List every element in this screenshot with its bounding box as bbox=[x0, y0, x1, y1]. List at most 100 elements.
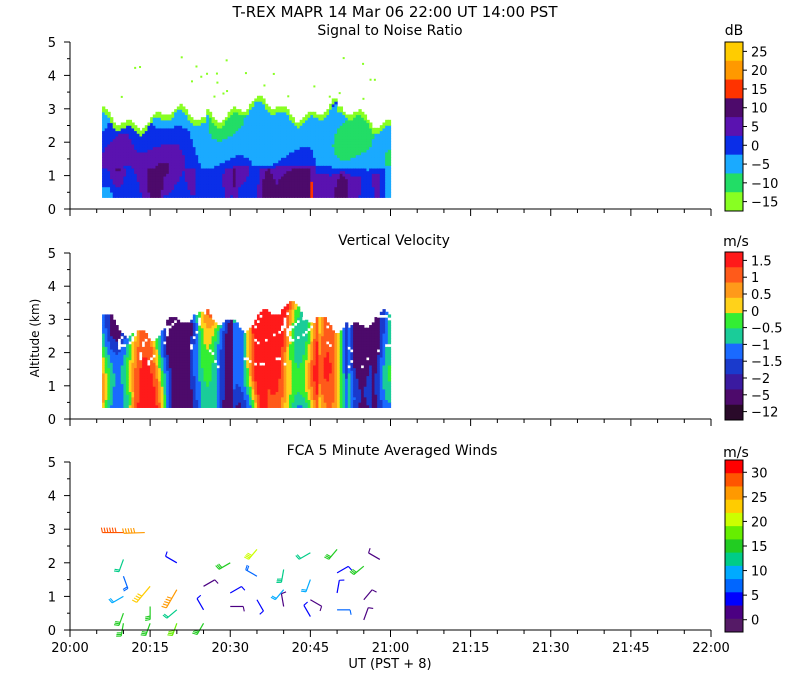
snr-cell bbox=[120, 141, 125, 145]
vv-cell bbox=[227, 327, 231, 331]
snr-cell bbox=[347, 189, 352, 193]
vv-cell bbox=[211, 399, 215, 403]
snr-cell bbox=[208, 162, 213, 166]
snr-cell bbox=[190, 154, 194, 158]
snr-cell bbox=[139, 130, 143, 134]
snr-cell bbox=[147, 170, 151, 174]
vv-cell bbox=[136, 354, 141, 358]
snr-cell bbox=[286, 183, 290, 188]
snr-cell bbox=[321, 167, 325, 172]
snr-cell bbox=[286, 141, 290, 145]
vv-cell bbox=[107, 359, 111, 363]
vv-cell bbox=[136, 402, 141, 406]
vv-cell bbox=[166, 333, 170, 337]
snr-cell bbox=[214, 130, 218, 134]
snr-cell bbox=[334, 109, 338, 113]
snr-cell bbox=[326, 138, 330, 142]
snr-cell bbox=[195, 141, 199, 145]
snr-cell bbox=[200, 122, 205, 126]
vv-cell bbox=[158, 340, 162, 345]
snr-cell bbox=[206, 157, 210, 161]
vv-cell bbox=[195, 394, 199, 398]
vv-cell bbox=[115, 356, 119, 361]
snr-cell bbox=[307, 170, 311, 174]
snr-cell bbox=[366, 127, 370, 132]
snr-cell bbox=[230, 194, 234, 198]
snr-cell bbox=[163, 191, 167, 196]
snr-cell bbox=[331, 119, 336, 124]
snr-cell bbox=[264, 175, 269, 180]
snr-cell bbox=[187, 119, 191, 124]
vv-cell bbox=[222, 335, 226, 339]
snr-cell bbox=[150, 178, 154, 182]
snr-cell bbox=[323, 183, 327, 188]
vv-cell bbox=[118, 402, 122, 406]
snr-cell bbox=[272, 149, 277, 153]
vv-cell bbox=[200, 396, 205, 401]
snr-cell bbox=[134, 170, 138, 174]
snr-cell bbox=[174, 189, 178, 193]
snr-cell bbox=[104, 127, 108, 132]
snr-cell bbox=[358, 149, 362, 153]
snr-cell bbox=[214, 183, 218, 188]
vv-cell bbox=[110, 399, 114, 403]
snr-cell bbox=[155, 122, 159, 126]
snr-cell bbox=[286, 122, 290, 126]
snr-cell bbox=[235, 162, 239, 166]
vv-heatmap bbox=[102, 301, 392, 408]
snr-cell bbox=[152, 154, 157, 158]
snr-colorbar-swatch bbox=[725, 135, 743, 156]
snr-cell bbox=[353, 178, 357, 182]
vv-cell bbox=[208, 378, 213, 382]
snr-cell bbox=[208, 181, 213, 185]
snr-cell bbox=[251, 178, 255, 182]
snr-cell bbox=[366, 194, 370, 198]
vv-cell bbox=[187, 404, 191, 408]
vv-cell bbox=[203, 335, 207, 339]
snr-cell bbox=[230, 119, 234, 124]
snr-cell bbox=[206, 194, 210, 198]
vv-cell bbox=[102, 370, 106, 374]
snr-cell bbox=[321, 125, 325, 129]
snr-cell bbox=[369, 133, 373, 137]
snr-cell bbox=[112, 189, 117, 193]
vv-cell bbox=[182, 333, 186, 337]
vv-cell bbox=[144, 359, 149, 363]
snr-cell bbox=[240, 154, 245, 158]
snr-cell bbox=[299, 181, 303, 185]
snr-cell bbox=[211, 117, 215, 121]
snr-cell bbox=[358, 154, 362, 158]
snr-cell bbox=[262, 194, 266, 198]
vv-cell bbox=[123, 351, 127, 355]
vv-cell bbox=[227, 380, 231, 385]
snr-cell bbox=[286, 135, 290, 140]
snr-cell bbox=[345, 127, 349, 132]
snr-cell bbox=[361, 165, 365, 169]
snr-cell bbox=[118, 138, 122, 142]
vv-cell bbox=[104, 380, 108, 385]
snr-cell bbox=[379, 194, 384, 198]
vv-cell bbox=[107, 325, 111, 329]
vv-cell bbox=[203, 356, 207, 361]
snr-cell bbox=[190, 189, 194, 193]
snr-cell bbox=[342, 157, 346, 161]
snr-cell bbox=[387, 125, 392, 129]
snr-cell bbox=[107, 165, 111, 169]
snr-cell bbox=[315, 173, 319, 177]
snr-cell bbox=[256, 130, 261, 134]
snr-cell bbox=[128, 173, 133, 177]
snr-cell bbox=[120, 135, 125, 140]
vv-cell bbox=[144, 396, 149, 401]
snr-cell bbox=[206, 133, 210, 137]
snr-cell bbox=[176, 149, 181, 153]
vv-cell bbox=[112, 404, 117, 408]
snr-cell bbox=[251, 133, 255, 137]
vv-cell bbox=[163, 343, 167, 347]
snr-cell bbox=[334, 127, 338, 132]
snr-cell bbox=[374, 181, 378, 185]
vv-cell bbox=[190, 386, 194, 390]
snr-cell bbox=[329, 117, 333, 121]
vv-cell bbox=[195, 322, 199, 326]
snr-cell bbox=[371, 178, 376, 182]
